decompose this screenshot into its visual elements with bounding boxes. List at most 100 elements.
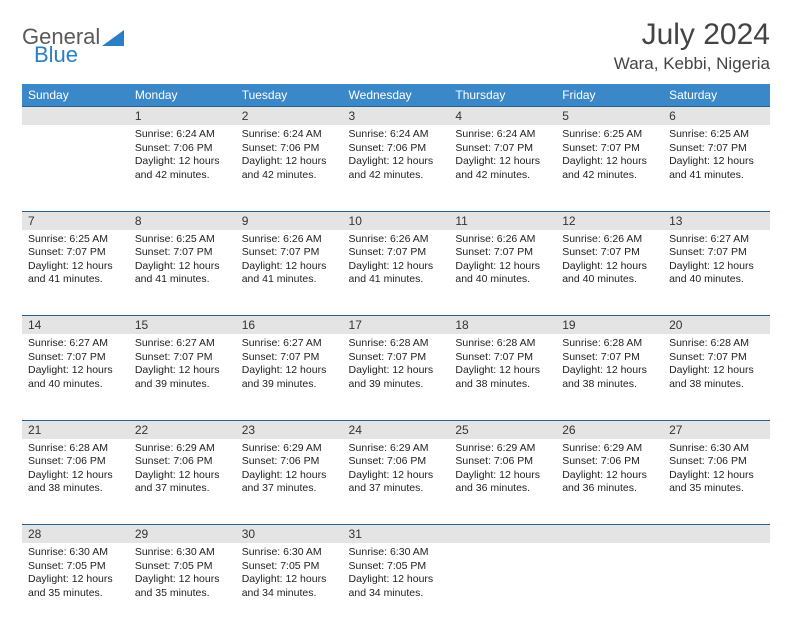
day-number: 21	[22, 421, 129, 439]
daynum-cell: 15	[129, 316, 236, 335]
calendar-body: 123456Sunrise: 6:24 AMSunset: 7:06 PMDay…	[22, 107, 770, 630]
day-details: Sunrise: 6:29 AMSunset: 7:06 PMDaylight:…	[343, 439, 450, 503]
sunrise-line: Sunrise: 6:25 AM	[28, 233, 123, 247]
day-cell: Sunrise: 6:24 AMSunset: 7:07 PMDaylight:…	[449, 125, 556, 211]
sunset-line: Sunset: 7:07 PM	[455, 142, 550, 156]
daylight-line: Daylight: 12 hours and 40 minutes.	[562, 260, 657, 287]
daylight-line: Daylight: 12 hours and 38 minutes.	[28, 469, 123, 496]
sunrise-line: Sunrise: 6:28 AM	[455, 337, 550, 351]
day-cell: Sunrise: 6:27 AMSunset: 7:07 PMDaylight:…	[663, 230, 770, 316]
calendar-page: General July 2024 Wara, Kebbi, Nigeria B…	[0, 0, 792, 639]
day-details: Sunrise: 6:30 AMSunset: 7:05 PMDaylight:…	[343, 543, 450, 607]
sunset-line: Sunset: 7:05 PM	[242, 560, 337, 574]
brand-part2: Blue	[34, 42, 78, 68]
daylight-line: Daylight: 12 hours and 37 minutes.	[242, 469, 337, 496]
empty-cell	[663, 543, 770, 629]
sunrise-line: Sunrise: 6:30 AM	[135, 546, 230, 560]
day-details: Sunrise: 6:29 AMSunset: 7:06 PMDaylight:…	[449, 439, 556, 503]
daylight-line: Daylight: 12 hours and 38 minutes.	[562, 364, 657, 391]
daynum-cell: 25	[449, 420, 556, 439]
day-details: Sunrise: 6:25 AMSunset: 7:07 PMDaylight:…	[556, 125, 663, 189]
day-details: Sunrise: 6:26 AMSunset: 7:07 PMDaylight:…	[556, 230, 663, 294]
day-cell: Sunrise: 6:25 AMSunset: 7:07 PMDaylight:…	[22, 230, 129, 316]
day-details: Sunrise: 6:28 AMSunset: 7:07 PMDaylight:…	[343, 334, 450, 398]
empty-cell	[449, 543, 556, 629]
sunset-line: Sunset: 7:05 PM	[135, 560, 230, 574]
day-number: 6	[663, 107, 770, 125]
sunset-line: Sunset: 7:06 PM	[349, 142, 444, 156]
sunset-line: Sunset: 7:07 PM	[28, 246, 123, 260]
day-details: Sunrise: 6:30 AMSunset: 7:05 PMDaylight:…	[236, 543, 343, 607]
day-details: Sunrise: 6:26 AMSunset: 7:07 PMDaylight:…	[343, 230, 450, 294]
weekday-header: Sunday	[22, 84, 129, 107]
day-number: 26	[556, 421, 663, 439]
sunset-line: Sunset: 7:06 PM	[562, 455, 657, 469]
daynum-cell: 2	[236, 107, 343, 126]
sunrise-line: Sunrise: 6:30 AM	[349, 546, 444, 560]
day-number: 5	[556, 107, 663, 125]
daynum-cell: 20	[663, 316, 770, 335]
daynum-cell: 29	[129, 525, 236, 544]
day-details: Sunrise: 6:29 AMSunset: 7:06 PMDaylight:…	[236, 439, 343, 503]
daybody-row: Sunrise: 6:28 AMSunset: 7:06 PMDaylight:…	[22, 439, 770, 525]
sunset-line: Sunset: 7:07 PM	[455, 351, 550, 365]
sunrise-line: Sunrise: 6:25 AM	[135, 233, 230, 247]
day-details: Sunrise: 6:28 AMSunset: 7:07 PMDaylight:…	[556, 334, 663, 398]
day-cell: Sunrise: 6:26 AMSunset: 7:07 PMDaylight:…	[343, 230, 450, 316]
day-details: Sunrise: 6:24 AMSunset: 7:06 PMDaylight:…	[129, 125, 236, 189]
daylight-line: Daylight: 12 hours and 36 minutes.	[455, 469, 550, 496]
empty-daynum	[449, 525, 556, 544]
sunset-line: Sunset: 7:07 PM	[242, 246, 337, 260]
daylight-line: Daylight: 12 hours and 42 minutes.	[562, 155, 657, 182]
day-cell: Sunrise: 6:24 AMSunset: 7:06 PMDaylight:…	[343, 125, 450, 211]
day-cell: Sunrise: 6:28 AMSunset: 7:07 PMDaylight:…	[449, 334, 556, 420]
day-details: Sunrise: 6:28 AMSunset: 7:07 PMDaylight:…	[663, 334, 770, 398]
sunrise-line: Sunrise: 6:25 AM	[669, 128, 764, 142]
day-details: Sunrise: 6:30 AMSunset: 7:05 PMDaylight:…	[129, 543, 236, 607]
sunset-line: Sunset: 7:06 PM	[242, 142, 337, 156]
daynum-cell: 3	[343, 107, 450, 126]
sunset-line: Sunset: 7:07 PM	[455, 246, 550, 260]
sunset-line: Sunset: 7:06 PM	[455, 455, 550, 469]
sunrise-line: Sunrise: 6:26 AM	[349, 233, 444, 247]
day-number: 16	[236, 316, 343, 334]
sunset-line: Sunset: 7:07 PM	[669, 142, 764, 156]
day-details: Sunrise: 6:30 AMSunset: 7:05 PMDaylight:…	[22, 543, 129, 607]
sunset-line: Sunset: 7:06 PM	[28, 455, 123, 469]
sunset-line: Sunset: 7:07 PM	[349, 246, 444, 260]
day-number: 3	[343, 107, 450, 125]
day-cell: Sunrise: 6:25 AMSunset: 7:07 PMDaylight:…	[663, 125, 770, 211]
sunrise-line: Sunrise: 6:29 AM	[135, 442, 230, 456]
day-details: Sunrise: 6:27 AMSunset: 7:07 PMDaylight:…	[22, 334, 129, 398]
daynum-cell: 18	[449, 316, 556, 335]
day-cell: Sunrise: 6:27 AMSunset: 7:07 PMDaylight:…	[236, 334, 343, 420]
day-details: Sunrise: 6:27 AMSunset: 7:07 PMDaylight:…	[236, 334, 343, 398]
day-details: Sunrise: 6:25 AMSunset: 7:07 PMDaylight:…	[129, 230, 236, 294]
daylight-line: Daylight: 12 hours and 39 minutes.	[242, 364, 337, 391]
sunrise-line: Sunrise: 6:26 AM	[562, 233, 657, 247]
day-cell: Sunrise: 6:25 AMSunset: 7:07 PMDaylight:…	[556, 125, 663, 211]
daynum-cell: 14	[22, 316, 129, 335]
day-number: 28	[22, 525, 129, 543]
day-cell: Sunrise: 6:27 AMSunset: 7:07 PMDaylight:…	[129, 334, 236, 420]
day-cell: Sunrise: 6:29 AMSunset: 7:06 PMDaylight:…	[343, 439, 450, 525]
day-number: 4	[449, 107, 556, 125]
daylight-line: Daylight: 12 hours and 42 minutes.	[242, 155, 337, 182]
day-cell: Sunrise: 6:29 AMSunset: 7:06 PMDaylight:…	[556, 439, 663, 525]
daynum-row: 123456	[22, 107, 770, 126]
day-number: 20	[663, 316, 770, 334]
sunset-line: Sunset: 7:07 PM	[562, 246, 657, 260]
daylight-line: Daylight: 12 hours and 42 minutes.	[455, 155, 550, 182]
day-number: 27	[663, 421, 770, 439]
sunrise-line: Sunrise: 6:28 AM	[28, 442, 123, 456]
day-cell: Sunrise: 6:29 AMSunset: 7:06 PMDaylight:…	[449, 439, 556, 525]
day-cell: Sunrise: 6:29 AMSunset: 7:06 PMDaylight:…	[236, 439, 343, 525]
daylight-line: Daylight: 12 hours and 41 minutes.	[135, 260, 230, 287]
logo-triangle-icon	[102, 30, 124, 46]
day-cell: Sunrise: 6:30 AMSunset: 7:05 PMDaylight:…	[22, 543, 129, 629]
sunrise-line: Sunrise: 6:29 AM	[562, 442, 657, 456]
daylight-line: Daylight: 12 hours and 40 minutes.	[28, 364, 123, 391]
day-details: Sunrise: 6:28 AMSunset: 7:06 PMDaylight:…	[22, 439, 129, 503]
day-cell: Sunrise: 6:26 AMSunset: 7:07 PMDaylight:…	[449, 230, 556, 316]
daylight-line: Daylight: 12 hours and 35 minutes.	[669, 469, 764, 496]
